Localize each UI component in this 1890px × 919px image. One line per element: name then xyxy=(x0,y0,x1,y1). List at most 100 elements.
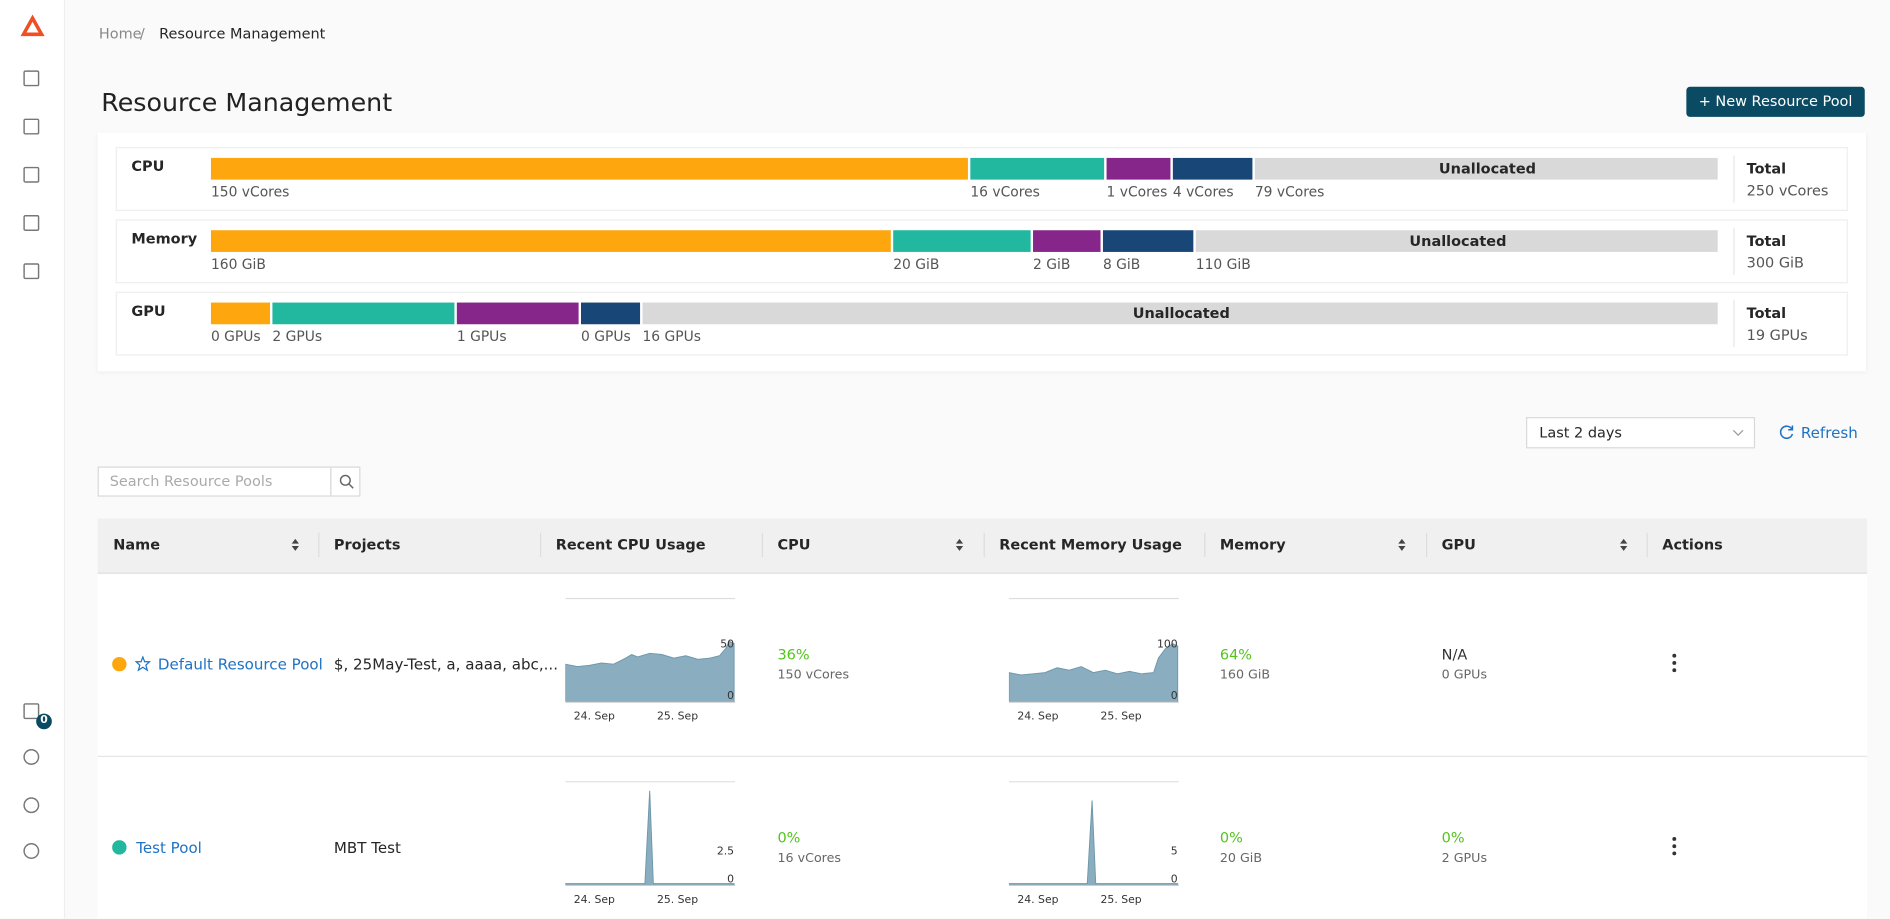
nav-icon[interactable] xyxy=(23,70,40,87)
sort-icon[interactable] xyxy=(1619,538,1629,552)
column-divider xyxy=(1204,532,1206,557)
allocation-bar xyxy=(210,302,271,325)
favorite-star[interactable] xyxy=(135,655,151,672)
time-range-select[interactable]: Last 2 days xyxy=(1526,417,1756,449)
chart-date: 24. Sep xyxy=(573,711,615,724)
allocation-label: 110 GiB xyxy=(1195,255,1251,273)
allocation-label: 20 GiB xyxy=(893,255,940,273)
nav-icon[interactable] xyxy=(23,749,40,766)
chart-max-label: 50 xyxy=(720,638,735,651)
chart-date: 25. Sep xyxy=(1100,894,1142,907)
allocation-label: 0 GPUs xyxy=(210,327,261,345)
cpu-percent: 36% xyxy=(777,646,810,663)
allocation-label: 16 vCores xyxy=(970,183,1040,201)
nav-icon[interactable] xyxy=(23,703,40,720)
breadcrumb-sep: / xyxy=(139,25,145,43)
memory-percent: 64% xyxy=(1219,646,1253,663)
column-header: Memory xyxy=(1219,536,1286,554)
sparkline xyxy=(1008,781,1179,886)
actions-menu[interactable] xyxy=(1669,835,1679,857)
sparkline xyxy=(565,597,736,703)
pool-name[interactable]: Default Resource Pool xyxy=(157,655,323,674)
nav-icon[interactable] xyxy=(23,263,40,280)
summary-row xyxy=(115,147,1848,211)
allocation-bar xyxy=(1254,157,1718,180)
allocation-label: 1 vCores xyxy=(1106,183,1168,201)
allocation-bar xyxy=(1172,157,1253,180)
nav-icon[interactable] xyxy=(23,215,40,232)
column-divider xyxy=(1646,532,1648,557)
column-divider xyxy=(761,532,764,557)
table xyxy=(97,518,1868,919)
status-dot xyxy=(112,840,127,855)
cpu-amount: 150 vCores xyxy=(777,667,850,683)
column-divider xyxy=(540,532,542,557)
chart-min-label: 0 xyxy=(727,690,735,703)
allocation-bar xyxy=(1106,157,1171,180)
memory-percent: 0% xyxy=(1219,829,1243,847)
chart-min-label: 0 xyxy=(727,873,735,886)
chart-max-label: 100 xyxy=(1156,638,1178,651)
chart-date: 24. Sep xyxy=(573,894,615,907)
nav-icon[interactable] xyxy=(23,797,40,814)
gpu-amount: 2 GPUs xyxy=(1441,851,1488,866)
gpu-percent: 0% xyxy=(1441,829,1465,847)
refresh-button[interactable]: Refresh xyxy=(1800,423,1858,442)
notification-badge: 0 xyxy=(36,713,52,730)
chart-min-label: 0 xyxy=(1170,873,1178,886)
cpu-amount: 16 vCores xyxy=(777,851,841,866)
column-header: Recent CPU Usage xyxy=(555,536,706,554)
nav-icon[interactable] xyxy=(23,166,40,183)
summary-divider xyxy=(1733,300,1735,348)
total-value: 300 GiB xyxy=(1746,254,1804,272)
allocation-bar xyxy=(642,302,1718,325)
search-button[interactable] xyxy=(330,466,361,497)
chart-max-label: 5 xyxy=(1170,846,1178,859)
refresh-icon[interactable] xyxy=(1779,424,1795,440)
projects: MBT Test xyxy=(333,838,401,857)
column-header: Projects xyxy=(333,536,401,554)
allocation-label: 8 GiB xyxy=(1102,255,1141,273)
breadcrumb-home[interactable]: Home xyxy=(98,25,142,43)
search-input[interactable]: Search Resource Pools xyxy=(97,466,332,497)
column-header: Recent Memory Usage xyxy=(999,536,1182,554)
actions-menu[interactable] xyxy=(1669,652,1679,674)
nav-icon[interactable] xyxy=(23,118,40,135)
allocation-bar xyxy=(893,230,1031,252)
page-title: Resource Management xyxy=(101,87,393,117)
nav-icon[interactable] xyxy=(23,843,40,860)
allocation-label: 4 vCores xyxy=(1172,183,1234,201)
column-header: Actions xyxy=(1662,536,1723,554)
chart-date: 24. Sep xyxy=(1017,894,1059,907)
column-header: Name xyxy=(113,536,161,554)
memory-amount: 20 GiB xyxy=(1219,851,1263,866)
allocation-label: 79 vCores xyxy=(1254,183,1325,201)
summary-row xyxy=(115,291,1848,356)
column-divider xyxy=(1425,532,1428,557)
allocation-label: 150 vCores xyxy=(210,183,290,201)
chart-date: 25. Sep xyxy=(656,711,699,724)
allocation-bar xyxy=(210,230,891,252)
summary-divider xyxy=(1733,227,1735,275)
row-divider xyxy=(97,755,1868,757)
column-header: CPU xyxy=(777,536,811,554)
allocation-bar xyxy=(272,302,455,325)
allocation-bar xyxy=(581,302,641,325)
sort-icon[interactable] xyxy=(955,538,965,552)
total-value: 19 GPUs xyxy=(1746,326,1808,344)
sort-icon[interactable] xyxy=(1397,538,1407,552)
sort-icon[interactable] xyxy=(291,538,301,552)
chart-date: 25. Sep xyxy=(656,894,699,907)
projects: $, 25May-Test, a, aaaa, abc,... xyxy=(333,655,559,674)
total-value: 250 vCores xyxy=(1746,182,1829,199)
new-resource-pool-button[interactable]: + New Resource Pool xyxy=(1686,86,1865,117)
total-label: Total xyxy=(1746,232,1787,250)
allocation-label: 1 GPUs xyxy=(456,327,507,345)
pool-name[interactable]: Test Pool xyxy=(136,838,202,857)
search-icon xyxy=(339,474,354,489)
chart-max-label: 2.5 xyxy=(716,846,735,859)
unallocated-label: Unallocated xyxy=(1438,160,1536,178)
allocation-bar xyxy=(210,157,968,180)
